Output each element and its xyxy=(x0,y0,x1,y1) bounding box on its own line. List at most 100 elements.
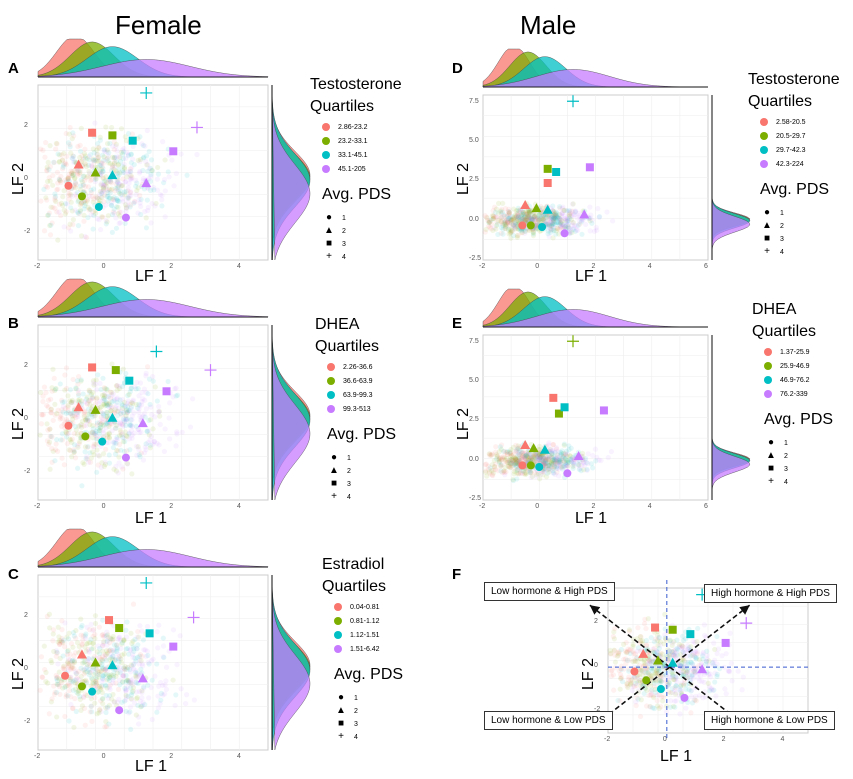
raw-point xyxy=(101,182,107,189)
raw-point xyxy=(58,639,65,645)
raw-point xyxy=(111,699,118,705)
raw-point xyxy=(534,463,540,469)
triangle-icon: ▲ xyxy=(329,465,339,476)
raw-point xyxy=(141,386,147,392)
raw-point xyxy=(99,648,106,654)
raw-point xyxy=(654,666,661,673)
raw-point xyxy=(101,633,107,640)
raw-point xyxy=(133,674,139,680)
raw-point xyxy=(544,203,550,209)
raw-point xyxy=(141,154,147,160)
raw-point xyxy=(502,221,508,227)
raw-point xyxy=(493,452,500,458)
raw-point xyxy=(92,432,98,438)
raw-point xyxy=(722,686,728,692)
raw-point xyxy=(57,640,63,646)
raw-point xyxy=(80,173,86,179)
raw-point xyxy=(540,463,546,469)
raw-point xyxy=(692,669,698,675)
raw-point xyxy=(54,650,60,656)
raw-point xyxy=(52,197,58,203)
raw-point xyxy=(630,669,636,675)
density-top-q3 xyxy=(37,46,268,78)
raw-point xyxy=(103,156,109,162)
raw-point xyxy=(534,472,540,478)
centroid-q2-pds1 xyxy=(81,432,90,441)
raw-point xyxy=(73,161,80,167)
raw-point xyxy=(545,223,551,229)
raw-point xyxy=(683,686,689,692)
raw-point xyxy=(500,221,506,227)
raw-point xyxy=(557,462,563,468)
raw-point xyxy=(533,466,539,472)
raw-point xyxy=(523,458,529,464)
raw-point xyxy=(46,210,52,216)
raw-point xyxy=(71,665,77,672)
raw-point xyxy=(522,218,528,224)
raw-point xyxy=(521,218,527,224)
raw-point xyxy=(127,176,134,182)
raw-point xyxy=(105,190,111,196)
raw-point xyxy=(121,399,128,405)
raw-point xyxy=(562,471,568,477)
raw-point xyxy=(173,692,179,698)
raw-point xyxy=(113,673,119,680)
raw-point xyxy=(39,674,45,680)
raw-point xyxy=(715,646,722,652)
raw-point xyxy=(78,194,84,200)
raw-point xyxy=(141,647,147,653)
raw-point xyxy=(88,162,95,168)
raw-point xyxy=(517,214,523,220)
raw-point xyxy=(509,228,515,234)
raw-point xyxy=(117,670,123,676)
raw-point xyxy=(579,450,586,456)
raw-point xyxy=(496,458,503,464)
raw-point xyxy=(704,656,710,662)
raw-point xyxy=(119,402,125,408)
raw-point xyxy=(54,649,60,655)
raw-point xyxy=(129,435,135,441)
raw-point xyxy=(541,445,547,451)
raw-point xyxy=(104,664,110,670)
raw-point xyxy=(119,147,126,153)
raw-point xyxy=(62,211,69,217)
raw-point xyxy=(115,699,121,705)
legend-pds-label: 1 xyxy=(780,209,784,217)
raw-point xyxy=(508,456,515,463)
raw-point xyxy=(67,411,73,417)
raw-point xyxy=(675,668,681,675)
raw-point xyxy=(571,459,578,465)
raw-point xyxy=(131,200,137,206)
raw-point xyxy=(63,692,69,698)
raw-point xyxy=(545,221,551,227)
raw-point xyxy=(527,225,534,232)
raw-point xyxy=(98,227,104,233)
raw-point xyxy=(109,428,115,434)
raw-point xyxy=(612,626,618,632)
raw-point xyxy=(533,459,539,465)
raw-point xyxy=(127,685,134,691)
raw-point xyxy=(569,213,575,219)
raw-point xyxy=(128,677,134,684)
raw-point xyxy=(510,222,516,228)
raw-point xyxy=(669,659,675,665)
raw-point xyxy=(564,218,570,224)
raw-point xyxy=(99,410,106,416)
raw-point xyxy=(540,452,546,458)
legend-pds-title: Avg. PDS xyxy=(764,411,834,428)
raw-point xyxy=(70,153,76,159)
raw-point xyxy=(547,223,553,229)
raw-point xyxy=(540,211,546,217)
raw-point xyxy=(155,705,162,711)
raw-point xyxy=(102,183,108,189)
raw-point xyxy=(90,209,96,215)
raw-point xyxy=(574,223,580,229)
raw-point xyxy=(544,463,550,469)
raw-point xyxy=(643,665,649,671)
raw-point xyxy=(533,222,539,229)
raw-point xyxy=(495,218,501,224)
raw-point xyxy=(679,669,685,675)
raw-point xyxy=(98,443,104,449)
raw-point xyxy=(502,222,508,228)
raw-point xyxy=(542,212,549,218)
